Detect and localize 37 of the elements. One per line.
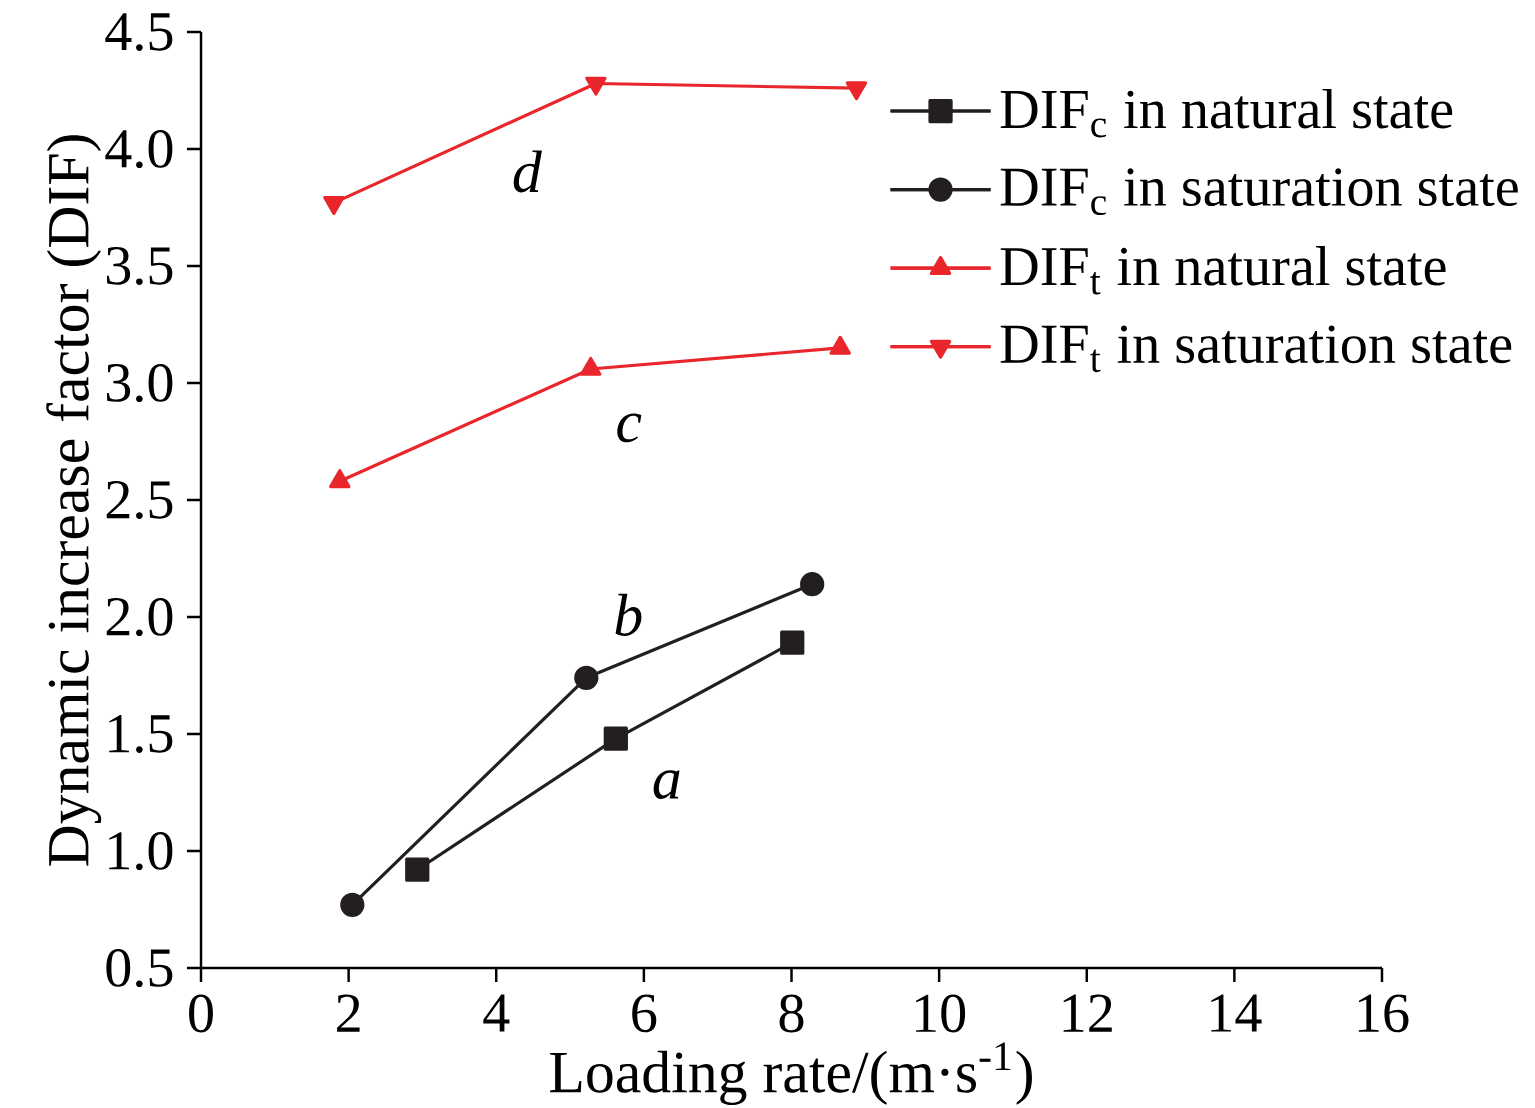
legend-label: DIF$_{c}$ in natural state — [1000, 88, 1453, 138]
point — [845, 81, 868, 101]
annotation: b — [615, 593, 642, 636]
y-tick-label: 1.5 — [109, 715, 173, 753]
x-tick-label: 14 — [1211, 994, 1262, 1032]
point — [585, 76, 607, 96]
y-tick-label: 1.0 — [109, 831, 173, 871]
annotation: c — [617, 413, 642, 443]
x-tick-label: 6 — [632, 994, 657, 1033]
point — [405, 857, 430, 882]
x-tick-label: 2 — [337, 994, 360, 1032]
x-tick-label: 0 — [189, 994, 213, 1033]
x-tick-label: 8 — [779, 994, 804, 1033]
y-tick-label: 0.5 — [106, 948, 173, 988]
point — [340, 892, 365, 917]
y-tick-label: 3.5 — [106, 247, 173, 285]
x-tick-label: 12 — [1063, 994, 1112, 1032]
x-axis-title: Loading rate/(m·s$^{-1}$) — [550, 1042, 1032, 1106]
legend-label: DIF$_{t}$ in natural state — [1000, 245, 1446, 295]
point — [574, 665, 599, 690]
point — [323, 195, 345, 215]
x-tick-label: 16 — [1358, 994, 1409, 1033]
legend-label: DIF$_{c}$ in saturation state — [1000, 168, 1518, 216]
y-axis-title: Dynamic increase factor (DIF) — [46, 135, 102, 866]
y-tick-label: 2.0 — [106, 597, 173, 637]
y-tick-label: 2.5 — [106, 481, 173, 519]
legend-label: DIF$_{t}$ in saturation state — [1000, 325, 1512, 373]
y-tick-label: 4.5 — [105, 13, 173, 51]
x-tick-label: 10 — [915, 994, 966, 1033]
point — [603, 726, 628, 751]
y-tick-label: 3.0 — [106, 363, 173, 403]
annotation: a — [653, 770, 680, 800]
point — [800, 572, 825, 597]
x-tick-label: 4 — [483, 994, 510, 1032]
point — [780, 630, 805, 655]
y-tick-label: 4.0 — [105, 129, 173, 169]
annotation: d — [513, 150, 542, 193]
